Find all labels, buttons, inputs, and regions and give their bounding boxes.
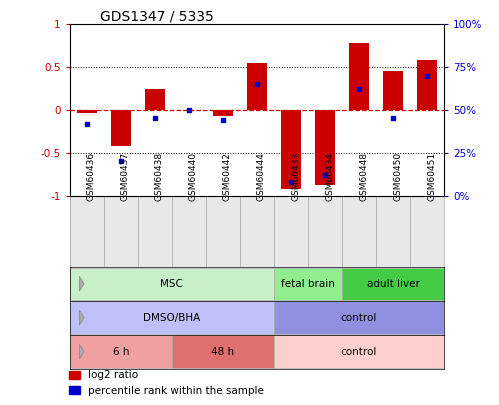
Text: 48 h: 48 h bbox=[212, 347, 235, 357]
Bar bbox=[104, 196, 138, 267]
Text: 6 h: 6 h bbox=[113, 347, 129, 357]
Text: GSM60444: GSM60444 bbox=[257, 152, 266, 201]
FancyBboxPatch shape bbox=[172, 335, 274, 368]
Bar bbox=[70, 196, 104, 267]
Polygon shape bbox=[79, 276, 84, 291]
Bar bbox=[376, 196, 410, 267]
Bar bbox=[315, 110, 335, 185]
Text: GSM60437: GSM60437 bbox=[121, 152, 130, 201]
Bar bbox=[206, 196, 240, 267]
FancyBboxPatch shape bbox=[70, 301, 274, 334]
Text: MSC: MSC bbox=[161, 279, 183, 289]
Bar bbox=[247, 63, 267, 110]
Text: GSM60450: GSM60450 bbox=[393, 152, 402, 201]
Bar bbox=[213, 110, 233, 116]
Bar bbox=[281, 110, 301, 189]
Bar bbox=[383, 70, 403, 110]
Bar bbox=[274, 196, 308, 267]
Bar bbox=[349, 43, 369, 110]
Bar bbox=[145, 89, 165, 110]
Bar bbox=[417, 60, 437, 110]
Legend: log2 ratio, percentile rank within the sample: log2 ratio, percentile rank within the s… bbox=[65, 366, 268, 400]
FancyBboxPatch shape bbox=[70, 335, 172, 368]
FancyBboxPatch shape bbox=[274, 268, 342, 300]
Polygon shape bbox=[79, 344, 84, 359]
Text: GSM60436: GSM60436 bbox=[87, 152, 96, 201]
Bar bbox=[410, 196, 444, 267]
Text: GSM60433: GSM60433 bbox=[291, 152, 300, 201]
Text: GSM60438: GSM60438 bbox=[155, 152, 164, 201]
FancyBboxPatch shape bbox=[274, 301, 444, 334]
Bar bbox=[342, 196, 376, 267]
Text: GSM60440: GSM60440 bbox=[189, 152, 198, 201]
Text: GDS1347 / 5335: GDS1347 / 5335 bbox=[100, 9, 214, 23]
Bar bbox=[172, 196, 206, 267]
Text: adult liver: adult liver bbox=[367, 279, 420, 289]
Bar bbox=[111, 110, 131, 146]
Text: GSM60448: GSM60448 bbox=[359, 152, 368, 201]
Text: control: control bbox=[341, 347, 377, 357]
FancyBboxPatch shape bbox=[342, 268, 444, 300]
Bar bbox=[240, 196, 274, 267]
Text: DMSO/BHA: DMSO/BHA bbox=[143, 313, 201, 323]
Bar bbox=[308, 196, 342, 267]
Bar bbox=[138, 196, 172, 267]
FancyBboxPatch shape bbox=[70, 268, 274, 300]
Text: GSM60442: GSM60442 bbox=[223, 152, 232, 201]
Polygon shape bbox=[79, 310, 84, 325]
FancyBboxPatch shape bbox=[274, 335, 444, 368]
Text: GSM60434: GSM60434 bbox=[325, 152, 334, 201]
Bar bbox=[77, 110, 97, 113]
Text: fetal brain: fetal brain bbox=[281, 279, 335, 289]
Text: GSM60451: GSM60451 bbox=[427, 152, 436, 201]
Text: control: control bbox=[341, 313, 377, 323]
